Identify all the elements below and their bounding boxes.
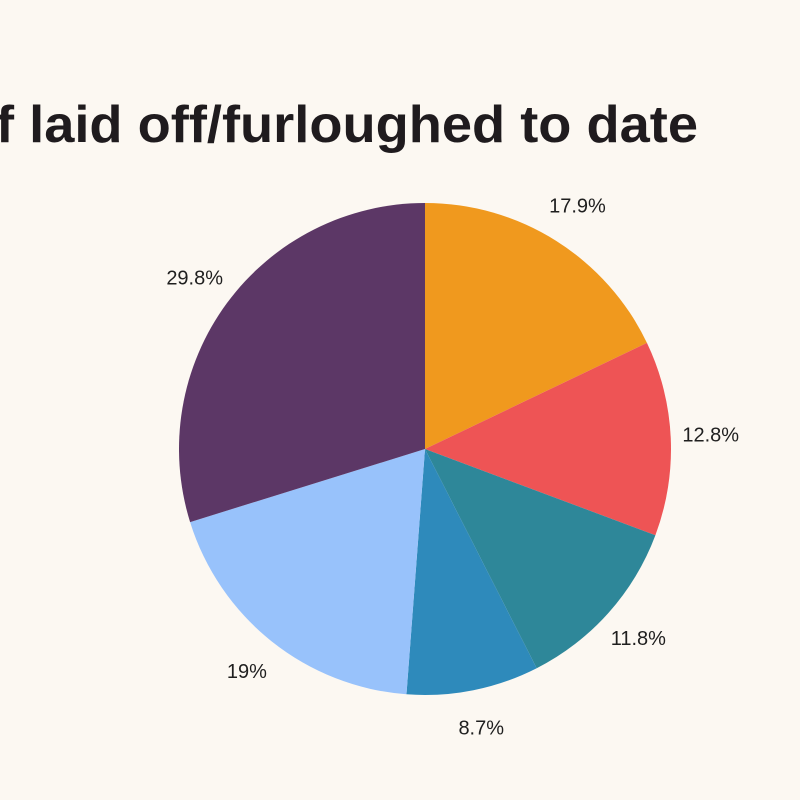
pie-slice	[425, 342, 671, 536]
data-label: 29.8%	[166, 268, 223, 290]
chart-title: f laid off/furloughed to date	[0, 96, 698, 154]
data-label: 8.7%	[458, 718, 504, 740]
pie-slice	[406, 449, 537, 695]
pie-slice	[425, 449, 656, 669]
data-label: 19%	[227, 661, 267, 683]
data-label: 12.8%	[682, 425, 739, 447]
pie-slice	[190, 449, 425, 695]
pie-slice	[179, 203, 425, 523]
pie-slice	[425, 203, 647, 449]
data-label: 11.8%	[611, 628, 666, 650]
data-label: 17.9%	[549, 195, 606, 217]
